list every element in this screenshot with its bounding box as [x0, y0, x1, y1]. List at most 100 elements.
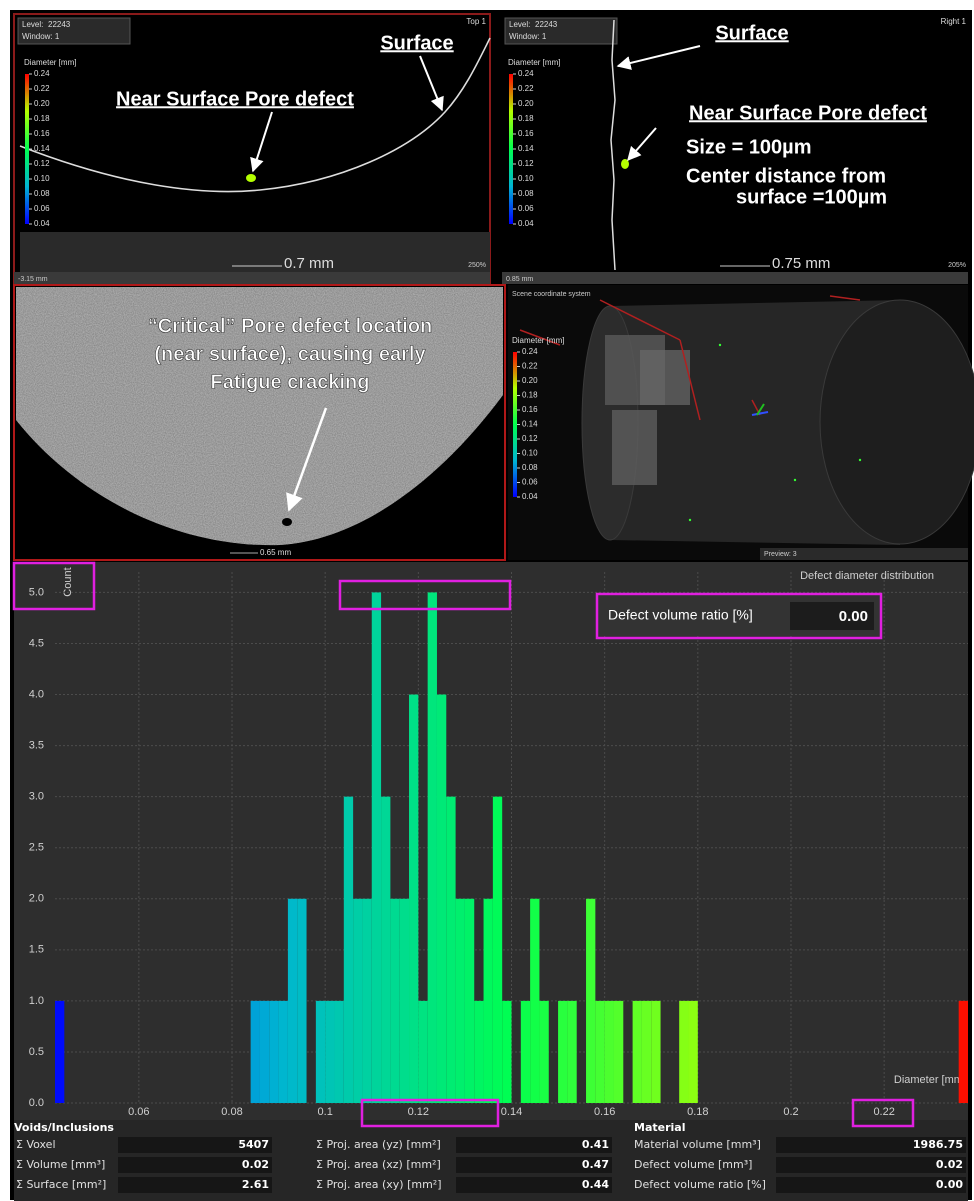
field-label: Σ Proj. area (yz) [mm²]	[316, 1138, 441, 1151]
size-label: Size = 100µm	[686, 136, 812, 158]
distance-label: Center distance from	[686, 165, 886, 187]
field-label: Σ Volume [mm³]	[16, 1158, 105, 1171]
bar	[316, 1001, 325, 1103]
legend-label: 0.08	[522, 463, 538, 472]
legend-label: 0.04	[34, 219, 50, 228]
distance-label: surface =100µm	[736, 186, 887, 208]
scale-label: 0.75 mm	[772, 255, 830, 272]
bar	[465, 899, 474, 1103]
bar	[428, 592, 437, 1103]
bar	[279, 1001, 288, 1103]
colorbar	[25, 74, 29, 224]
bar	[437, 695, 446, 1103]
field-value: 0.02	[242, 1158, 269, 1171]
legend-label: 0.16	[522, 405, 538, 414]
x-tick-label: 0.22	[873, 1106, 894, 1118]
scale-label: 0.7 mm	[284, 255, 334, 272]
x-tick-label: 0.12	[408, 1106, 429, 1118]
defect-label: Near Surface Pore defect	[689, 102, 927, 124]
level-value: 22243	[48, 20, 71, 29]
field-value: 0.41	[582, 1138, 609, 1151]
dot	[689, 519, 691, 521]
cluster	[640, 350, 690, 405]
bar	[530, 899, 539, 1103]
surface-label: Surface	[380, 32, 453, 54]
bar	[353, 899, 362, 1103]
bar	[651, 1001, 660, 1103]
bar	[446, 797, 455, 1103]
field-label: Σ Proj. area (xy) [mm²]	[316, 1178, 442, 1191]
y-tick-label: 0.0	[29, 1097, 44, 1109]
middle-right-panel: Scene coordinate system Preview: 3	[508, 285, 974, 560]
legend-label: 0.10	[34, 174, 50, 183]
screenshot: Level: 22243 Window: 1 Top 1 Surface Nea…	[0, 0, 974, 1201]
bar	[251, 1001, 260, 1103]
legend-label: 0.14	[34, 144, 50, 153]
field-value: 2.61	[242, 1178, 269, 1191]
bar	[400, 899, 409, 1103]
field-label: Σ Voxel	[16, 1138, 56, 1151]
legend-label: 0.24	[522, 347, 538, 356]
y-tick-label: 2.5	[29, 842, 44, 854]
bar	[605, 1001, 614, 1103]
legend-title: Diameter [mm]	[508, 58, 560, 67]
bar	[474, 1001, 483, 1103]
position-label: 0.85 mm	[506, 276, 533, 283]
toolbar	[502, 272, 968, 284]
legend-label: 0.08	[518, 189, 534, 198]
bar	[539, 1001, 548, 1103]
pore	[246, 174, 256, 182]
bar	[642, 1001, 651, 1103]
legend-label: 0.14	[518, 144, 534, 153]
legend-label: 0.06	[522, 478, 538, 487]
level-label: Level:	[22, 20, 43, 29]
bar	[502, 1001, 511, 1103]
legend-label: 0.18	[34, 114, 50, 123]
y-tick-label: 3.5	[29, 740, 44, 752]
field-value: 0.47	[582, 1158, 609, 1171]
scale-label: 0.65 mm	[260, 548, 291, 557]
legend-label: 0.20	[34, 99, 50, 108]
legend-label: 0.24	[518, 69, 534, 78]
cylinder-end	[820, 300, 974, 544]
preview-label: Preview: 3	[764, 551, 797, 558]
bar	[260, 1001, 269, 1103]
legend-label: 0.16	[518, 129, 534, 138]
legend-label: 0.22	[34, 84, 50, 93]
x-tick-label: 0.06	[128, 1106, 149, 1118]
field-value: 1986.75	[913, 1138, 963, 1151]
legend-label: 0.12	[522, 434, 538, 443]
bar	[288, 899, 297, 1103]
field-value: 0.44	[582, 1178, 609, 1191]
x-tick-label: 0.08	[221, 1106, 242, 1118]
legend-label: 0.12	[34, 159, 50, 168]
legend-label: 0.12	[518, 159, 534, 168]
bar	[456, 899, 465, 1103]
pore	[621, 159, 629, 169]
legend-title: Diameter [mm]	[512, 336, 564, 345]
ratio-value: 0.00	[839, 608, 868, 625]
x-tick-label: 0.2	[783, 1106, 798, 1118]
bar	[558, 1001, 567, 1103]
y-tick-label: 1.5	[29, 944, 44, 956]
field-label: Σ Surface [mm²]	[16, 1178, 106, 1191]
colorbar	[509, 74, 513, 224]
field-label: Material volume [mm³]	[634, 1138, 761, 1151]
chart-title: Defect diameter distribution	[800, 570, 934, 582]
y-tick-label: 5.0	[29, 586, 44, 598]
legend-label: 0.20	[522, 376, 538, 385]
position-label: -3.15 mm	[18, 276, 48, 283]
scene-title: Scene coordinate system	[512, 291, 591, 298]
bar	[372, 592, 381, 1103]
bar	[614, 1001, 623, 1103]
legend-label: 0.10	[522, 449, 538, 458]
pore	[282, 518, 292, 526]
cluster	[612, 410, 657, 485]
toolbar	[14, 272, 490, 284]
field-value: 0.00	[936, 1178, 963, 1191]
bar	[567, 1001, 576, 1103]
bar	[586, 899, 595, 1103]
bar	[679, 1001, 688, 1103]
dot	[859, 459, 861, 461]
legend-label: 0.06	[518, 204, 534, 213]
